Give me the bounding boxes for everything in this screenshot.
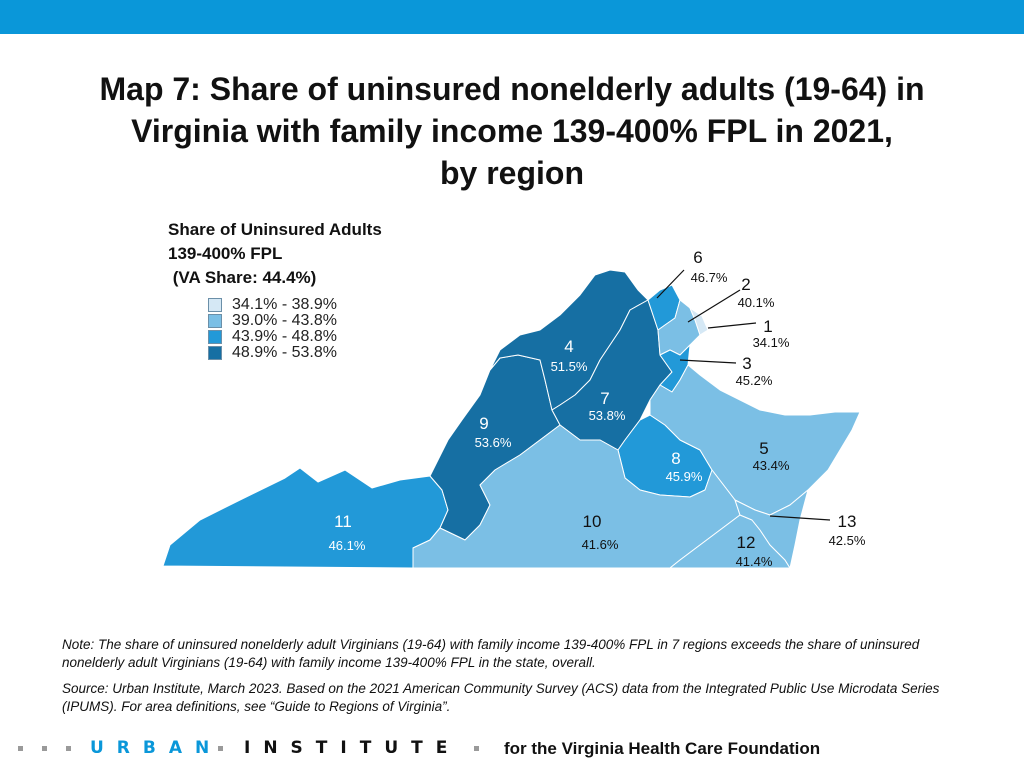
leader-line-2 [687,289,741,323]
footer-dot [66,746,71,751]
legend-item: 34.1% - 38.9% [208,296,438,313]
note-text: Note: The share of uninsured nonelderly … [62,637,920,670]
region-4-value: 51.5% [551,359,588,374]
region-2-number: 2 [741,275,750,294]
region-12-value: 41.4% [736,554,773,569]
region-13-value: 42.5% [829,533,866,548]
footer-dot [18,746,23,751]
legend-item: 39.0% - 43.8% [208,312,438,329]
legend-swatch [208,346,222,360]
region-10-number: 10 [583,512,602,531]
title-line-3: by region [439,155,584,191]
legend-label: 39.0% - 43.8% [232,312,337,329]
region-9-number: 9 [479,414,488,433]
footer-dot [42,746,47,751]
footer: URBAN INSTITUTE for the Virginia Health … [0,736,1024,764]
region-2-value: 40.1% [738,295,775,310]
region-11-area [162,467,449,569]
legend-swatch [208,314,222,328]
leader-line-6 [656,269,685,299]
region-3-value: 45.2% [736,373,773,388]
title-line-1: Map 7: Share of uninsured nonelderly adu… [99,71,925,107]
notes-section: Note: The share of uninsured nonelderly … [62,636,972,724]
region-5-area [649,364,861,516]
legend-heading-line-2: 139-400% FPL [168,244,283,263]
region-8-value: 45.9% [666,469,703,484]
brand-logo-urban: URBAN [90,738,223,758]
legend-item: 43.9% - 48.8% [208,328,438,345]
top-accent-bar [0,0,1024,34]
region-6-number: 6 [693,248,702,267]
region-4-number: 4 [564,337,573,356]
leader-line-13 [769,515,831,521]
legend-swatch [208,330,222,344]
region-11-value: 46.1% [329,538,366,553]
region-3-number: 3 [742,354,751,373]
footer-dot [218,746,223,751]
footer-dot [474,746,479,751]
legend-label: 43.9% - 48.8% [232,328,337,345]
source-text: Source: Urban Institute, March 2023. Bas… [62,681,940,714]
brand-logo-institute: INSTITUTE [244,738,461,758]
footer-tagline: for the Virginia Health Care Foundation [504,739,821,758]
region-1-number: 1 [763,317,772,336]
region-10-value: 41.6% [582,537,619,552]
region-11-number: 11 [334,512,352,531]
legend-items: 34.1% - 38.9% 39.0% - 43.8% 43.9% - 48.8… [208,296,438,361]
region-6-value: 46.7% [691,270,728,285]
legend-heading-line-3: (VA Share: 44.4%) [168,268,317,287]
region-7-value: 53.8% [589,408,626,423]
region-1-value: 34.1% [753,335,790,350]
legend-label: 48.9% - 53.8% [232,344,337,361]
leader-line-3 [679,359,737,364]
region-7-number: 7 [600,389,609,408]
legend-swatch [208,298,222,312]
title-line-2: Virginia with family income 139-400% FPL… [131,113,893,149]
region-13-number: 13 [838,512,857,531]
legend-heading: Share of Uninsured Adults 139-400% FPL (… [168,218,438,290]
region-8-number: 8 [671,449,680,468]
leader-line-1 [707,322,757,329]
legend-heading-line-1: Share of Uninsured Adults [168,220,382,239]
region-5-number: 5 [759,439,768,458]
legend-item: 48.9% - 53.8% [208,344,438,361]
map-legend: Share of Uninsured Adults 139-400% FPL (… [168,218,438,362]
legend-label: 34.1% - 38.9% [232,296,337,313]
region-5-value: 43.4% [753,458,790,473]
region-9-value: 53.6% [475,435,512,450]
region-13-area [734,489,809,569]
slide-title: Map 7: Share of uninsured nonelderly adu… [40,68,984,194]
region-12-number: 12 [737,533,756,552]
